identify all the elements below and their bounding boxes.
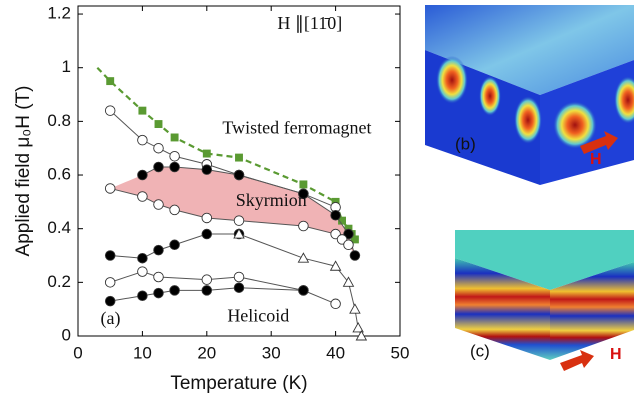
x-tick-label: 50 xyxy=(391,343,410,362)
data-point xyxy=(342,276,355,287)
skyrmion-tube xyxy=(479,76,501,116)
data-point xyxy=(104,277,116,288)
data-point xyxy=(153,244,164,256)
data-point xyxy=(137,169,148,181)
annotation: Helicoid xyxy=(227,305,289,325)
data-point xyxy=(298,188,309,200)
x-tick-label: 0 xyxy=(73,343,82,362)
annotation: (a) xyxy=(101,308,121,329)
x-tick-label: 30 xyxy=(262,343,281,362)
data-point xyxy=(349,250,361,261)
data-point xyxy=(343,239,354,251)
skyrmion-tube xyxy=(614,76,634,124)
data-point xyxy=(201,228,213,240)
data-point xyxy=(137,191,148,202)
annotation: H ∥[11̄0] xyxy=(277,13,342,33)
y-tick-label: 1.2 xyxy=(47,4,71,23)
field-arrow xyxy=(560,350,594,371)
field-label: H xyxy=(590,151,602,168)
annotation: Twisted ferromagnet xyxy=(222,118,371,138)
data-point xyxy=(137,266,148,277)
skyrmion-tube xyxy=(553,101,597,149)
data-point xyxy=(233,282,245,293)
data-point xyxy=(169,239,180,251)
data-point xyxy=(329,260,342,271)
annotation: Skyrmion xyxy=(236,190,307,210)
data-point xyxy=(350,235,359,244)
data-point xyxy=(202,149,211,158)
block-side xyxy=(550,262,634,360)
skyrmion-tube xyxy=(436,56,468,104)
y-tick-label: 1 xyxy=(62,57,71,76)
data-point xyxy=(170,133,179,142)
data-point xyxy=(137,290,148,302)
data-point xyxy=(330,210,341,221)
y-axis-label: Applied field μ₀H (T) xyxy=(13,86,34,257)
field-label: H xyxy=(610,346,622,363)
data-point xyxy=(355,330,368,341)
field-arrow xyxy=(580,131,618,154)
data-point xyxy=(153,271,164,283)
data-point xyxy=(233,228,245,239)
plot-frame xyxy=(77,5,401,337)
data-point xyxy=(169,285,180,296)
data-point xyxy=(137,134,148,146)
plot: 0 10 20 30 40 50 0 0.2 0.4 0.6 0.8 1 1.2 Temperature … xyxy=(13,4,409,394)
block-top xyxy=(455,230,634,290)
data-point xyxy=(298,220,309,232)
data-point xyxy=(330,298,341,310)
data-point xyxy=(352,322,364,333)
y-tick-label: 0 xyxy=(62,325,71,344)
panels: (b) H (c) H xyxy=(425,5,634,371)
x-axis-label: Temperature (K) xyxy=(170,373,307,394)
y-tick-label: 0.6 xyxy=(47,165,71,184)
data-point xyxy=(349,303,361,314)
x-tick-label: 10 xyxy=(133,343,152,362)
data-point xyxy=(153,142,164,154)
data-point xyxy=(104,295,116,307)
data-point xyxy=(298,285,309,296)
data-point xyxy=(104,250,116,261)
data-point xyxy=(201,164,213,175)
data-point xyxy=(104,183,116,194)
series-line xyxy=(110,233,239,259)
data-point xyxy=(169,161,180,173)
data-point xyxy=(106,77,115,86)
y-tick-label: 0.8 xyxy=(47,111,71,130)
data-point xyxy=(201,274,213,285)
data-point xyxy=(153,161,164,173)
x-tick-label: 20 xyxy=(197,343,216,362)
y-tick-label: 0.2 xyxy=(47,272,71,291)
data-point xyxy=(138,106,147,115)
data-point xyxy=(169,150,180,162)
data-point xyxy=(201,285,213,296)
data-point xyxy=(153,199,164,210)
data-point xyxy=(201,212,213,224)
skyrmion-tube xyxy=(514,96,542,144)
data-point xyxy=(104,105,116,116)
data-point xyxy=(299,180,308,189)
data-point xyxy=(297,252,310,263)
data-point xyxy=(137,252,148,264)
data-point xyxy=(233,169,245,181)
panel-label: (c) xyxy=(470,341,490,360)
block-front xyxy=(455,258,550,360)
data-point xyxy=(154,120,163,128)
data-point xyxy=(169,204,180,216)
data-point xyxy=(153,287,164,299)
data-point xyxy=(235,153,243,162)
y-tick-label: 0.4 xyxy=(47,218,71,237)
skyrmion-region xyxy=(110,166,355,256)
panel-label: (b) xyxy=(455,134,476,153)
data-point xyxy=(233,215,245,226)
block-top xyxy=(425,5,634,95)
data-point xyxy=(233,271,245,283)
x-tick-label: 40 xyxy=(326,343,345,362)
